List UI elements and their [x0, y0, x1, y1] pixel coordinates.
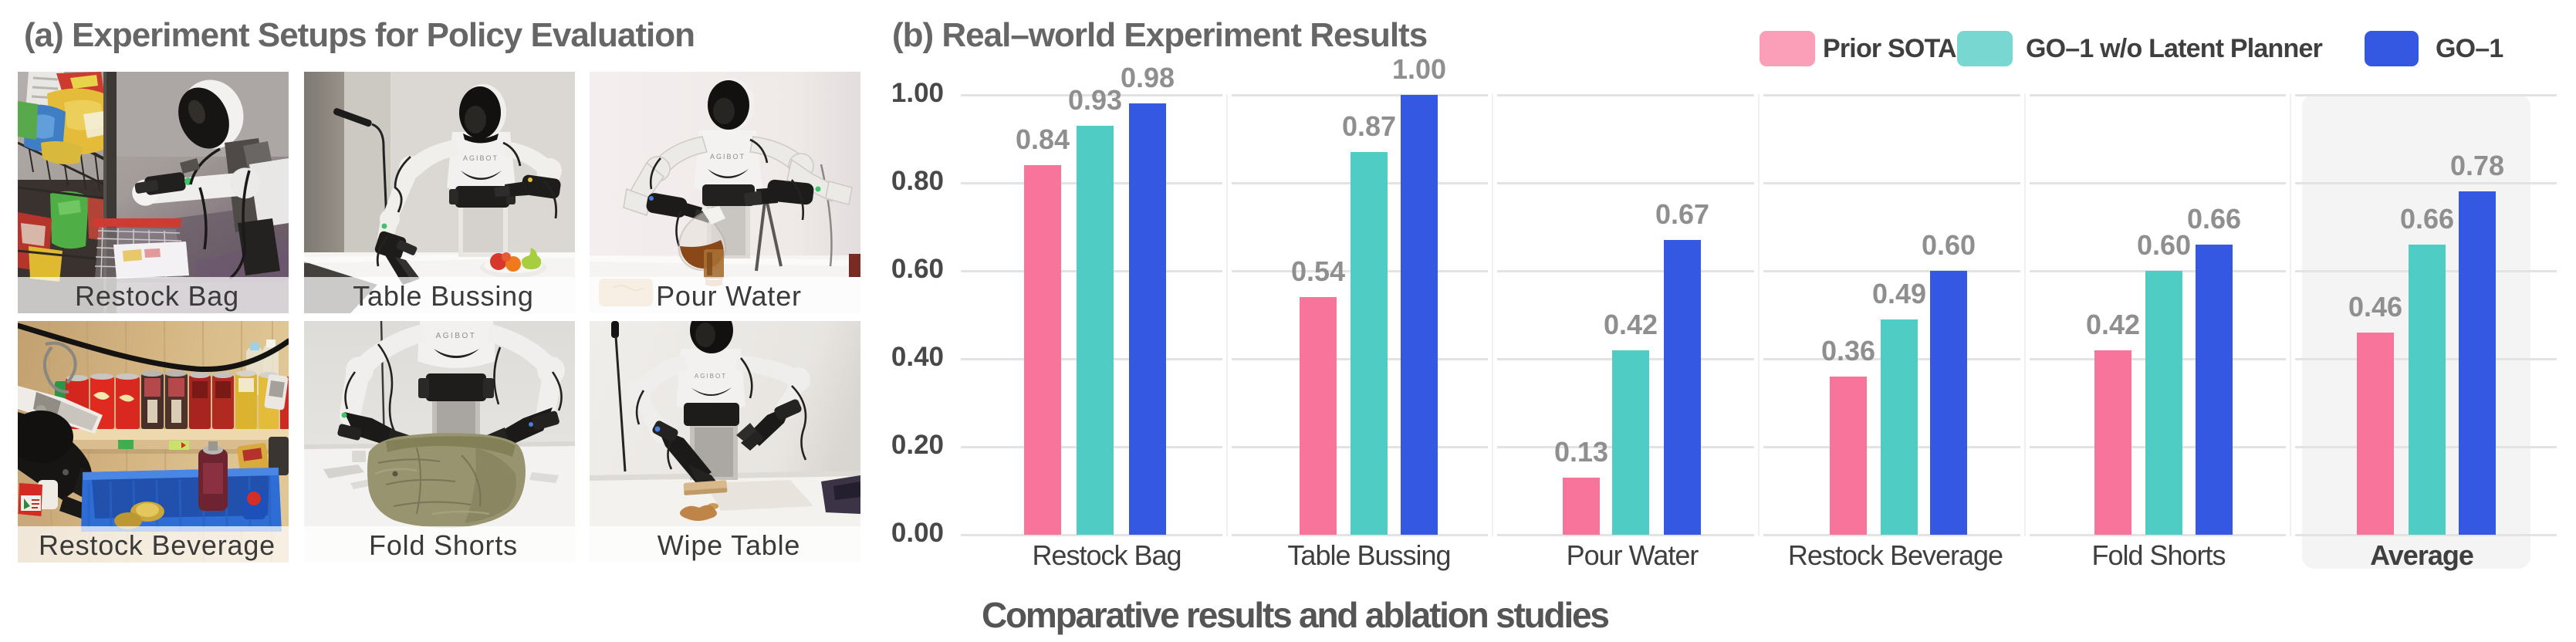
svg-text:AGIBOT: AGIBOT	[695, 373, 727, 380]
svg-text:AGIBOT: AGIBOT	[710, 153, 745, 160]
svg-text:AGIBOT: AGIBOT	[436, 332, 477, 340]
svg-text:AGIBOT: AGIBOT	[463, 154, 499, 162]
